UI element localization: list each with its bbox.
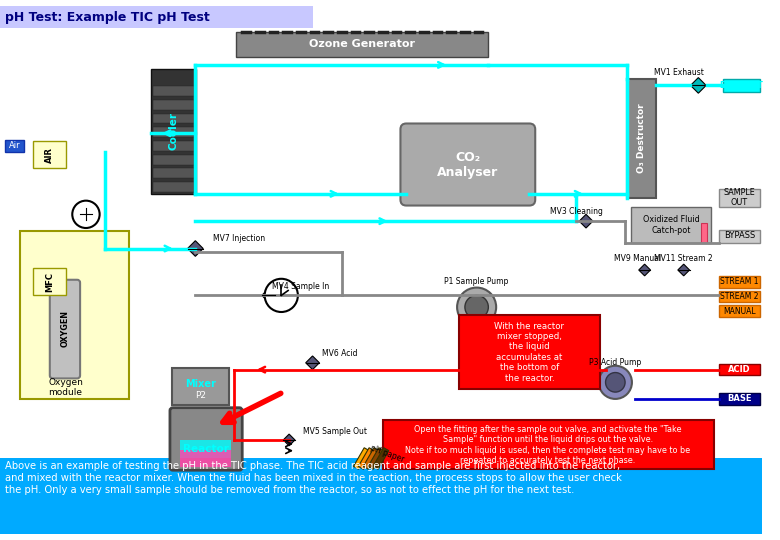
FancyBboxPatch shape <box>719 305 760 317</box>
Text: CO₂
Analyser: CO₂ Analyser <box>438 151 498 179</box>
Polygon shape <box>262 288 275 302</box>
FancyBboxPatch shape <box>0 6 313 28</box>
Polygon shape <box>358 448 374 469</box>
Bar <box>154 127 194 137</box>
Circle shape <box>73 201 100 228</box>
Text: With the reactor
mixer stopped,
the liquid
accumulates at
the bottom of
the reac: With the reactor mixer stopped, the liqu… <box>495 321 565 382</box>
Polygon shape <box>368 448 384 469</box>
FancyBboxPatch shape <box>34 268 66 295</box>
Text: MV4 Sample In: MV4 Sample In <box>271 282 329 291</box>
Text: ACID: ACID <box>728 365 750 374</box>
Text: MV1 Exhaust: MV1 Exhaust <box>654 68 704 77</box>
FancyBboxPatch shape <box>400 124 535 206</box>
Text: SAMPLE
OUT: SAMPLE OUT <box>724 188 755 207</box>
Bar <box>701 223 707 242</box>
Polygon shape <box>690 78 706 93</box>
Bar <box>154 86 194 96</box>
Text: STREAM 1: STREAM 1 <box>720 277 759 286</box>
Bar <box>154 114 194 124</box>
Text: OXYGEN: OXYGEN <box>61 310 70 347</box>
Polygon shape <box>639 264 651 276</box>
FancyBboxPatch shape <box>170 408 243 470</box>
Text: AIR: AIR <box>45 147 55 163</box>
FancyBboxPatch shape <box>719 189 760 206</box>
Text: pH Test: Example TIC pH Test: pH Test: Example TIC pH Test <box>5 11 210 24</box>
Polygon shape <box>580 214 593 228</box>
Polygon shape <box>363 448 379 469</box>
Text: Oxidized Fluid
Catch-pot: Oxidized Fluid Catch-pot <box>643 215 700 235</box>
Text: MV7 Injection: MV7 Injection <box>213 234 265 243</box>
Text: MFC: MFC <box>45 272 55 292</box>
FancyBboxPatch shape <box>236 32 488 57</box>
Polygon shape <box>353 448 369 469</box>
Text: MV3 Cleaning: MV3 Cleaning <box>550 207 603 216</box>
Circle shape <box>457 288 496 327</box>
Text: MV5 Sample Out: MV5 Sample Out <box>303 427 367 436</box>
Text: Air: Air <box>9 141 20 151</box>
Text: O₃ Destructor: O₃ Destructor <box>637 103 646 173</box>
Text: Ozone Generator: Ozone Generator <box>310 39 416 49</box>
FancyBboxPatch shape <box>719 364 760 375</box>
FancyBboxPatch shape <box>172 368 229 405</box>
FancyBboxPatch shape <box>0 457 762 534</box>
Bar <box>154 141 194 151</box>
Bar <box>154 155 194 165</box>
FancyBboxPatch shape <box>20 231 129 399</box>
Text: P1 Sample Pump: P1 Sample Pump <box>445 277 509 286</box>
FancyBboxPatch shape <box>631 207 711 242</box>
FancyBboxPatch shape <box>459 315 600 389</box>
Text: pH paper: pH paper <box>369 443 406 464</box>
Text: EXHAUST: EXHAUST <box>719 81 764 90</box>
Text: Reactor: Reactor <box>183 444 229 454</box>
Text: BASE: BASE <box>727 394 752 403</box>
Text: MANUAL: MANUAL <box>723 307 756 315</box>
FancyBboxPatch shape <box>719 291 760 302</box>
Polygon shape <box>283 434 295 446</box>
Text: BYPASS: BYPASS <box>724 231 755 240</box>
Text: Mixer: Mixer <box>185 379 215 389</box>
Text: STREAM 2: STREAM 2 <box>720 292 759 301</box>
FancyBboxPatch shape <box>383 421 714 469</box>
Text: Oxygen
module: Oxygen module <box>48 377 83 397</box>
FancyBboxPatch shape <box>719 276 760 288</box>
Polygon shape <box>678 264 690 276</box>
Bar <box>154 168 194 178</box>
FancyBboxPatch shape <box>179 450 231 467</box>
Bar <box>154 182 194 192</box>
Text: MV6 Acid: MV6 Acid <box>322 349 358 359</box>
Polygon shape <box>187 241 203 256</box>
Polygon shape <box>373 448 388 469</box>
Polygon shape <box>306 356 319 369</box>
FancyBboxPatch shape <box>5 140 24 152</box>
Text: MV11 Stream 2: MV11 Stream 2 <box>654 254 713 263</box>
Circle shape <box>264 279 298 312</box>
Text: Above is an example of testing the pH in the TIC phase. The TIC acid reagent and: Above is an example of testing the pH in… <box>5 462 622 495</box>
Text: P3 Acid Pump: P3 Acid Pump <box>589 358 641 367</box>
FancyBboxPatch shape <box>719 393 760 405</box>
Circle shape <box>605 373 625 392</box>
Circle shape <box>465 295 488 319</box>
FancyBboxPatch shape <box>627 78 656 198</box>
Text: Cooler: Cooler <box>168 112 179 150</box>
Circle shape <box>599 366 632 399</box>
Bar <box>154 100 194 110</box>
Text: Open the fitting after the sample out valve, and activate the "Take
Sample" func: Open the fitting after the sample out va… <box>406 425 690 465</box>
FancyBboxPatch shape <box>179 440 231 457</box>
Text: P2: P2 <box>195 390 206 400</box>
FancyBboxPatch shape <box>34 141 66 168</box>
FancyBboxPatch shape <box>723 78 760 92</box>
Text: MV9 Manual: MV9 Manual <box>614 254 661 263</box>
FancyBboxPatch shape <box>151 69 197 194</box>
FancyBboxPatch shape <box>50 280 80 379</box>
FancyBboxPatch shape <box>719 230 760 242</box>
